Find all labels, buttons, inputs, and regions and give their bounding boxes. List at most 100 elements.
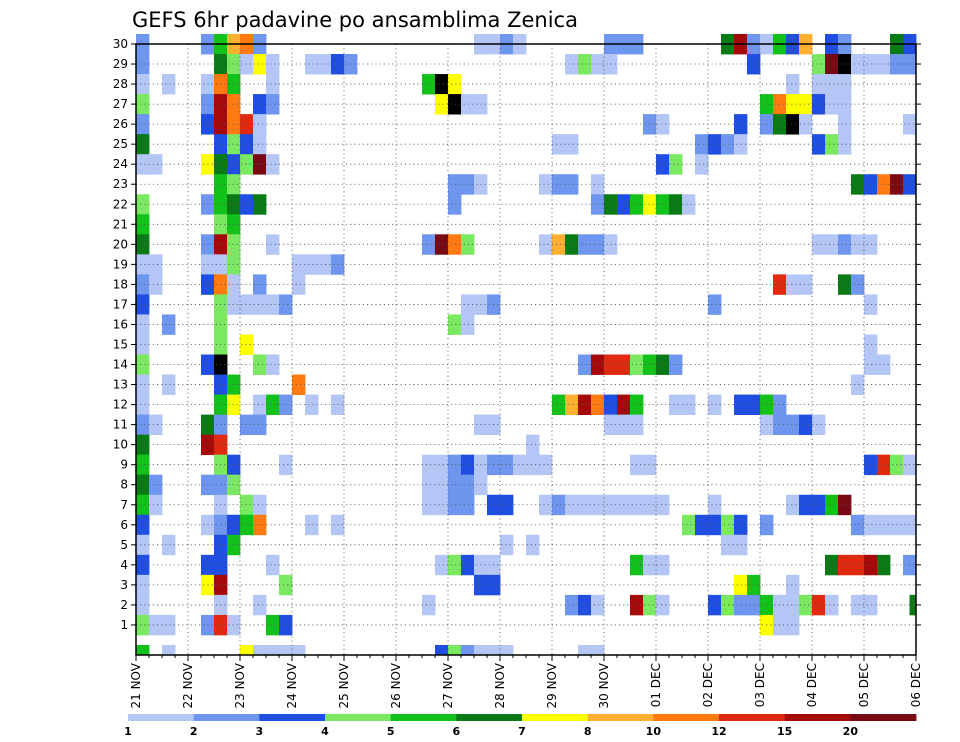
precip-cell: [812, 94, 826, 115]
plot-frame: [135, 43, 917, 656]
precip-cell: [851, 274, 865, 295]
precip-cell: [539, 234, 553, 255]
precip-cell: [838, 554, 852, 576]
precip-cell: [240, 334, 254, 355]
precip-cell: [136, 374, 150, 395]
x-tick-label: 24 NOV: [285, 662, 299, 708]
precip-cell: [539, 454, 553, 476]
y-tick-label: 27: [113, 97, 128, 111]
precip-cell: [136, 214, 150, 235]
precip-cell: [552, 134, 566, 155]
precip-cell: [435, 644, 449, 656]
x-tick-label: 04 DEC: [805, 663, 819, 707]
precip-cell: [266, 644, 280, 656]
precip-cell: [266, 554, 280, 576]
precip-cell: [240, 134, 254, 155]
precip-cell: [292, 644, 306, 656]
y-tick-label: 26: [113, 117, 128, 131]
precip-cell: [240, 194, 254, 215]
precip-cell: [162, 314, 176, 335]
colorbar-swatch: [719, 714, 786, 721]
precip-cell: [851, 234, 865, 255]
colorbar-label: 12: [711, 725, 726, 738]
precip-cell: [448, 474, 462, 496]
precip-cell: [656, 354, 670, 375]
precip-cell: [734, 594, 748, 616]
precip-cell: [448, 194, 462, 215]
precip-cell: [149, 494, 163, 516]
precip-cell: [266, 234, 280, 255]
precip-cell: [643, 454, 657, 476]
precip-cell: [825, 74, 839, 95]
precip-cell: [305, 394, 319, 415]
precip-cell: [136, 114, 150, 135]
precip-cell: [851, 374, 865, 395]
precip-cell: [825, 134, 839, 155]
precip-cell: [812, 74, 826, 95]
colorbar-label: 7: [518, 725, 526, 738]
y-tick-label: 19: [113, 257, 128, 271]
precip-cell: [799, 494, 813, 516]
y-tick-label: 2: [120, 598, 128, 612]
precip-cell: [461, 474, 475, 496]
y-tick-label: 13: [113, 378, 128, 392]
precip-cell: [136, 274, 150, 295]
precip-cell: [149, 614, 163, 636]
precip-cell: [136, 314, 150, 335]
y-tick-label: 17: [113, 297, 128, 311]
precip-cell: [643, 114, 657, 135]
precip-cell: [591, 644, 605, 656]
precip-cell: [643, 594, 657, 616]
precip-cell: [734, 534, 748, 556]
colorbar-label: 5: [387, 725, 395, 738]
precip-cell: [565, 134, 579, 155]
precip-cell: [786, 594, 800, 616]
precip-cell: [591, 234, 605, 255]
precip-cell: [136, 534, 150, 556]
colorbar-label: 8: [584, 725, 592, 738]
precip-cell: [136, 614, 150, 636]
precip-cell: [136, 134, 150, 155]
precip-cell: [240, 154, 254, 175]
chart-title: GEFS 6hr padavine po ansamblima Zenica: [132, 8, 578, 32]
precip-cell: [864, 554, 878, 576]
precip-cell: [240, 414, 254, 436]
precip-cell: [643, 494, 657, 516]
precip-cell: [448, 494, 462, 516]
precip-cell: [825, 54, 839, 75]
precip-cell: [448, 94, 462, 115]
y-axis: 1234567891011121314151617181920212223242…: [113, 37, 921, 632]
y-tick-label: 8: [120, 478, 128, 492]
precip-cell: [266, 74, 280, 95]
precip-cell: [266, 354, 280, 375]
precip-cell: [682, 194, 696, 215]
precip-cell: [240, 54, 254, 75]
precip-cell: [565, 494, 579, 516]
colorbar-swatch: [850, 714, 917, 721]
precip-cell: [591, 194, 605, 215]
precip-cell: [136, 254, 150, 275]
precip-cell: [591, 594, 605, 616]
precip-cell: [656, 194, 670, 215]
precip-cell: [565, 234, 579, 255]
precip-cell: [565, 594, 579, 616]
precip-cell: [864, 354, 878, 375]
precip-cell: [136, 434, 150, 456]
precip-cell: [578, 644, 592, 656]
x-tick-label: 22 NOV: [181, 662, 195, 708]
precip-cell: [253, 514, 267, 536]
y-tick-label: 23: [113, 177, 128, 191]
precip-cell: [162, 614, 176, 636]
precip-cell: [812, 414, 826, 436]
precip-cell: [136, 354, 150, 375]
precip-cell: [266, 394, 280, 415]
precip-cell: [136, 644, 150, 656]
precip-cell: [318, 254, 332, 275]
precip-cell: [253, 134, 267, 155]
precip-cell: [851, 54, 865, 75]
precip-cell: [240, 114, 254, 135]
precip-cell: [253, 154, 267, 175]
precip-cell: [812, 234, 826, 255]
y-tick-label: 4: [120, 558, 128, 572]
